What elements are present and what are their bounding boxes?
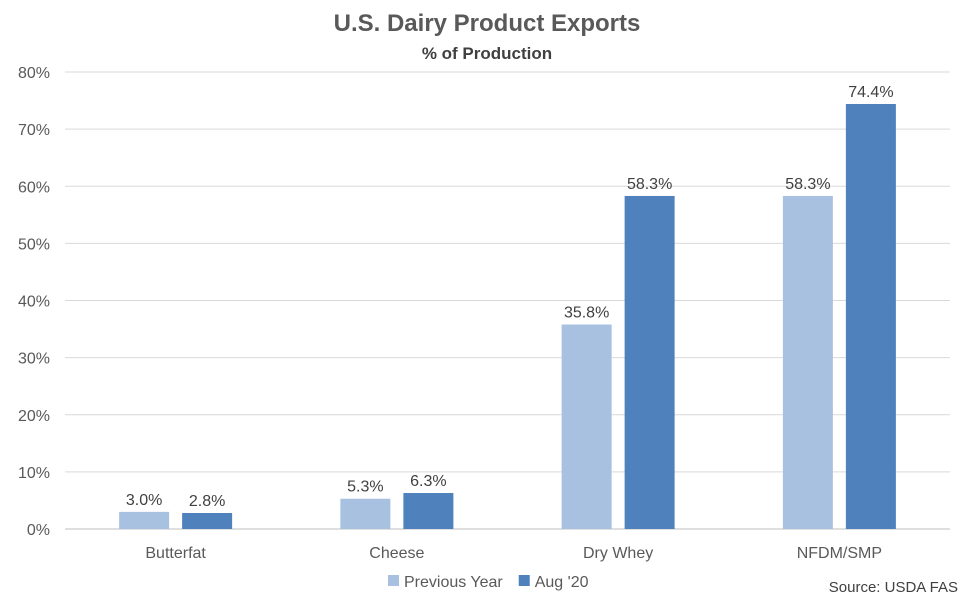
x-category-label: Cheese [369, 545, 424, 562]
y-tick-label: 50% [18, 236, 50, 253]
bar-dry-whey-series-2 [624, 195, 675, 529]
y-tick-label: 40% [18, 294, 50, 311]
bar-nfdm-smp-series-2 [845, 103, 896, 530]
y-tick-label: 70% [18, 122, 50, 139]
data-label: 2.8% [189, 493, 225, 510]
data-label: 5.3% [347, 479, 383, 496]
data-label: 74.4% [848, 84, 893, 101]
legend-label: Previous Year [404, 574, 503, 591]
legend-label: Aug '20 [535, 574, 589, 591]
data-label: 6.3% [410, 473, 446, 490]
bar-cheese-series-1 [340, 498, 391, 529]
bar-cheese-series-2 [403, 493, 454, 529]
chart-title: U.S. Dairy Product Exports [334, 10, 641, 37]
data-label: 58.3% [785, 176, 830, 193]
bar-dry-whey-series-1 [561, 324, 612, 529]
data-label: 3.0% [126, 492, 162, 509]
y-tick-label: 0% [27, 522, 50, 539]
x-category-label: Dry Whey [583, 545, 653, 562]
y-tick-label: 20% [18, 408, 50, 425]
chart-subtitle: % of Production [422, 44, 552, 63]
x-category-label: NFDM/SMP [797, 545, 882, 562]
bar-butterfat-series-1 [119, 511, 170, 529]
x-category-label: Butterfat [145, 545, 206, 562]
legend-swatch [518, 575, 530, 586]
y-tick-label: 30% [18, 351, 50, 368]
legend: Previous Year Aug '20 [388, 574, 589, 591]
y-tick-label: 10% [18, 465, 50, 482]
source-note: Source: USDA FAS [829, 579, 958, 596]
y-tick-label: 60% [18, 179, 50, 196]
y-tick-label: 80% [18, 65, 50, 82]
bar-butterfat-series-2 [182, 513, 233, 529]
data-label: 35.8% [564, 304, 609, 321]
bar-nfdm-smp-series-1 [782, 195, 833, 529]
data-label: 58.3% [627, 176, 672, 193]
legend-swatch [388, 575, 399, 586]
